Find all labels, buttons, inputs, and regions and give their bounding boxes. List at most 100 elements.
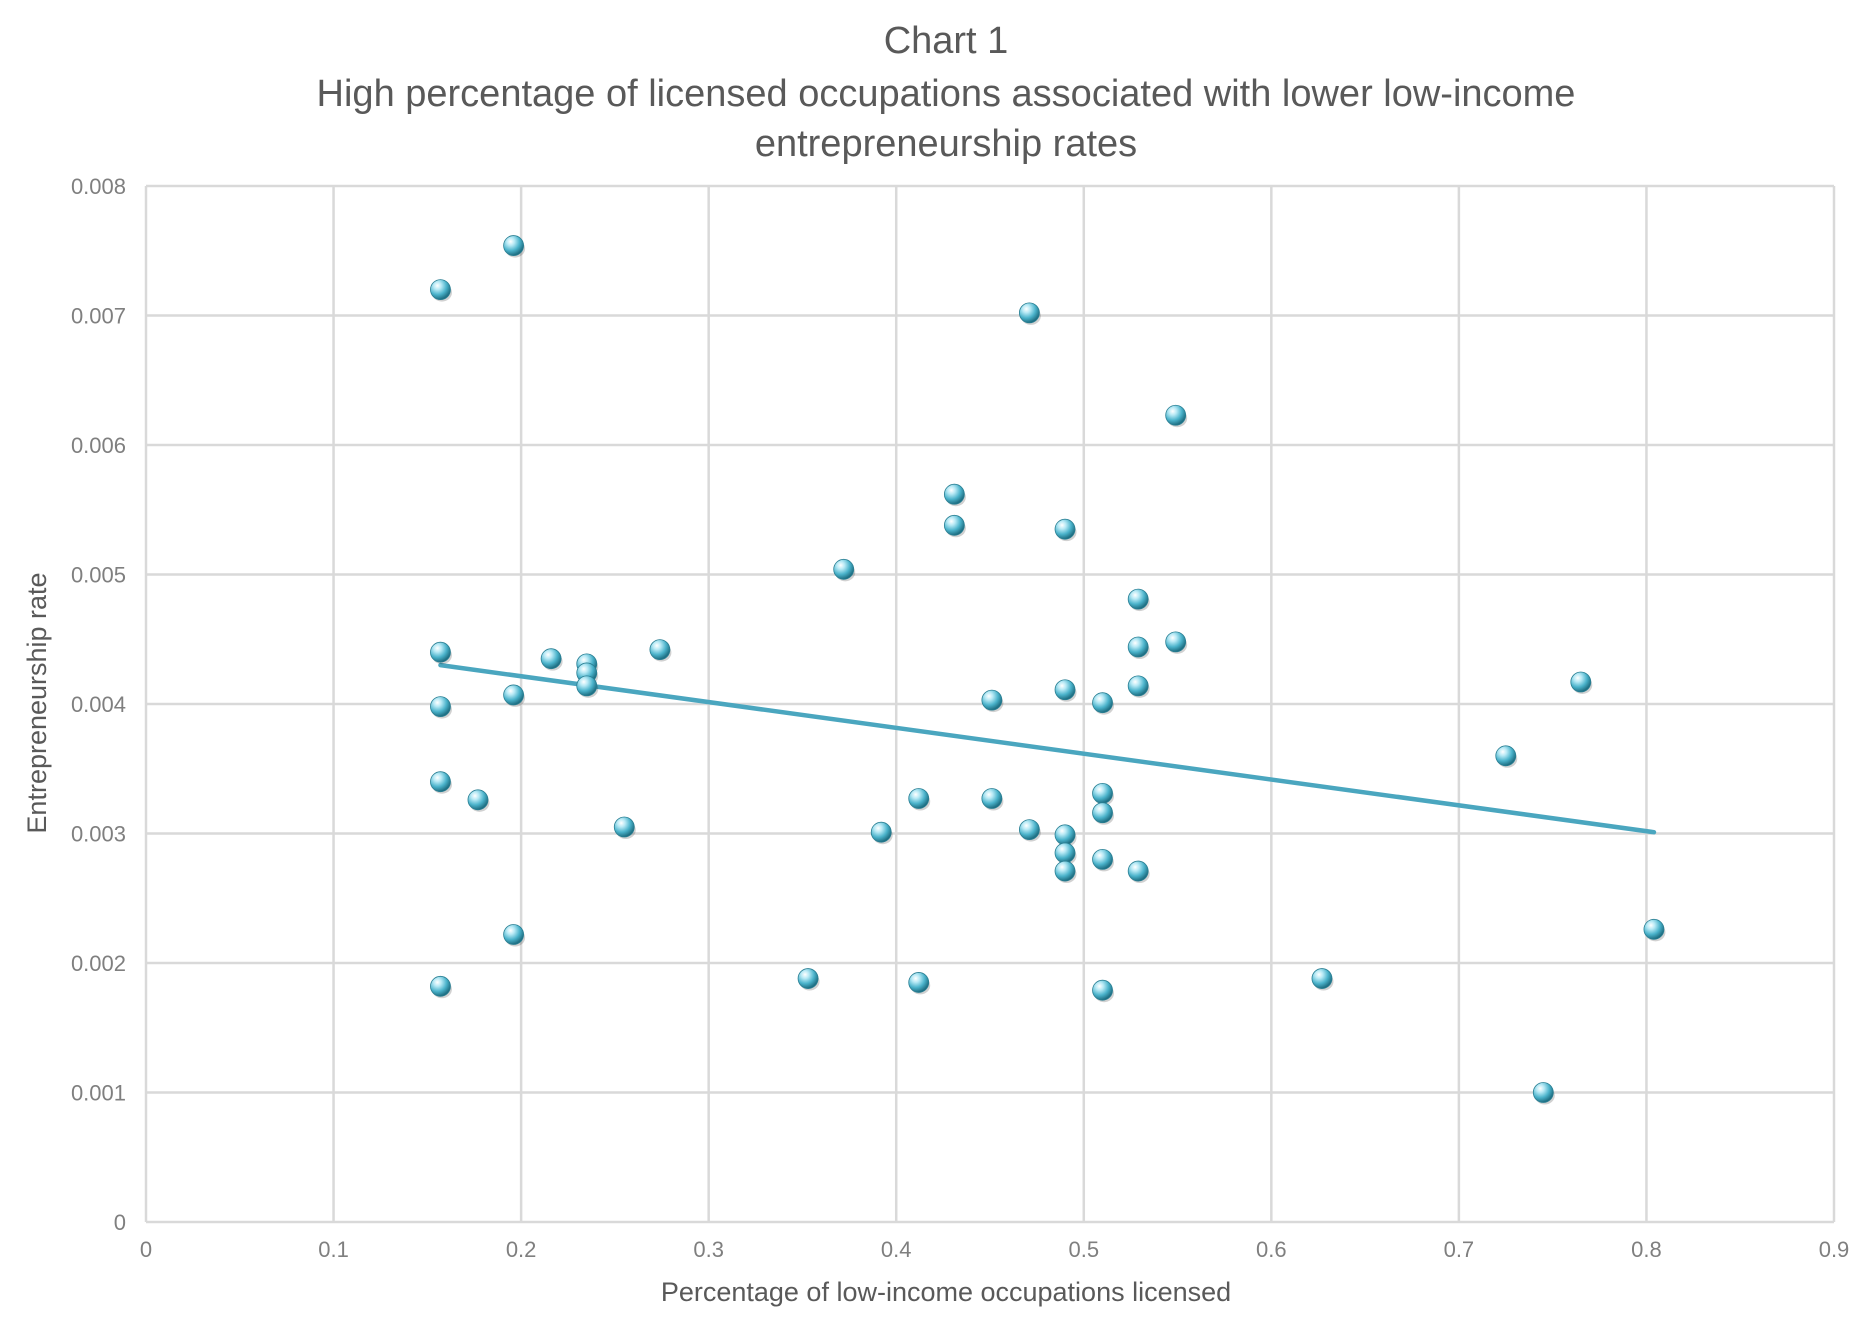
data-point bbox=[1092, 782, 1115, 806]
x-tick-label: 0.7 bbox=[1444, 1237, 1475, 1262]
data-point bbox=[1054, 824, 1077, 847]
data-point bbox=[1018, 819, 1041, 842]
data-point bbox=[870, 821, 893, 845]
data-point bbox=[833, 558, 856, 582]
data-point-marker bbox=[1018, 302, 1040, 324]
data-point-marker bbox=[613, 816, 635, 838]
y-axis-title: Entrepreneurship rate bbox=[22, 572, 52, 833]
data-point-marker bbox=[797, 968, 819, 989]
y-tick-label: 0.005 bbox=[71, 563, 126, 588]
data-point-marker bbox=[467, 789, 489, 811]
data-point bbox=[1127, 636, 1150, 660]
data-point-marker bbox=[430, 641, 451, 663]
x-tick-label: 0.9 bbox=[1819, 1237, 1850, 1262]
data-point bbox=[1054, 518, 1077, 542]
data-point-marker bbox=[981, 689, 1003, 711]
data-point-marker bbox=[1092, 692, 1113, 714]
data-point-marker bbox=[540, 648, 562, 670]
data-point bbox=[613, 816, 636, 840]
data-point-marker bbox=[908, 972, 930, 993]
data-point-marker bbox=[833, 558, 855, 580]
data-point-marker bbox=[430, 975, 451, 997]
data-point-marker bbox=[1127, 636, 1149, 658]
trendline-layer bbox=[438, 662, 1657, 835]
y-tick-label: 0.001 bbox=[71, 1081, 126, 1106]
data-point bbox=[908, 972, 931, 995]
data-point-marker bbox=[1054, 860, 1076, 882]
data-point-marker bbox=[1643, 918, 1665, 940]
data-point bbox=[430, 771, 452, 794]
data-point-marker bbox=[1092, 802, 1113, 824]
x-tick-label: 0.8 bbox=[1631, 1237, 1662, 1262]
data-point-marker bbox=[1127, 860, 1149, 882]
y-tick-label: 0 bbox=[114, 1210, 126, 1235]
x-tick-label: 0.1 bbox=[318, 1237, 349, 1262]
data-point bbox=[503, 684, 526, 707]
data-point bbox=[503, 924, 526, 947]
data-point-marker bbox=[1054, 824, 1076, 846]
data-point bbox=[430, 279, 452, 302]
data-point-marker bbox=[503, 235, 525, 256]
data-point bbox=[467, 789, 490, 812]
data-point bbox=[430, 641, 452, 665]
data-point-marker bbox=[1054, 518, 1076, 540]
data-point bbox=[430, 975, 452, 999]
data-point bbox=[981, 788, 1004, 811]
data-point bbox=[1311, 968, 1334, 991]
data-point-marker bbox=[1165, 631, 1187, 653]
x-tick-label: 0 bbox=[140, 1237, 152, 1262]
data-point bbox=[1092, 849, 1115, 872]
data-point bbox=[1165, 631, 1188, 654]
data-point bbox=[797, 968, 820, 991]
data-point bbox=[1127, 675, 1150, 698]
data-point-marker bbox=[981, 788, 1003, 809]
data-point bbox=[1165, 404, 1188, 428]
data-point bbox=[430, 696, 452, 719]
data-point-marker bbox=[1311, 968, 1333, 989]
gridlines bbox=[144, 184, 1836, 1224]
data-point-marker bbox=[1054, 842, 1076, 864]
data-point bbox=[503, 235, 526, 258]
data-point bbox=[1054, 860, 1077, 884]
data-point-marker bbox=[1092, 979, 1113, 1001]
data-point bbox=[540, 648, 563, 671]
data-point-marker bbox=[943, 483, 965, 505]
data-point-marker bbox=[1165, 404, 1187, 426]
x-axis-ticks: 0 0.1 0.2 0.3 0.4 0.5 0.6 0.7 0.8 0.9 bbox=[140, 1237, 1849, 1262]
data-point bbox=[1127, 860, 1150, 884]
y-tick-label: 0.008 bbox=[71, 174, 126, 199]
data-point-marker bbox=[908, 788, 930, 809]
y-tick-label: 0.003 bbox=[71, 822, 126, 847]
data-point-marker bbox=[1570, 671, 1592, 693]
data-point bbox=[1532, 1082, 1555, 1105]
data-points bbox=[430, 235, 1666, 1105]
data-point-marker bbox=[1092, 849, 1113, 870]
chart-title: Chart 1 bbox=[884, 20, 1009, 62]
data-point-marker bbox=[576, 675, 598, 697]
chart-subtitle-line-1: High percentage of licensed occupations … bbox=[317, 73, 1576, 115]
y-tick-label: 0.002 bbox=[71, 951, 126, 976]
data-point-marker bbox=[1018, 819, 1040, 841]
data-point bbox=[1054, 842, 1077, 865]
data-point-marker bbox=[1495, 745, 1517, 767]
x-tick-label: 0.4 bbox=[881, 1237, 912, 1262]
y-tick-label: 0.006 bbox=[71, 433, 126, 458]
x-tick-label: 0.5 bbox=[1068, 1237, 1099, 1262]
data-point-marker bbox=[430, 279, 451, 301]
data-point-marker bbox=[503, 924, 525, 945]
data-point bbox=[943, 514, 966, 538]
data-point-marker bbox=[430, 771, 451, 793]
data-point bbox=[1495, 745, 1518, 768]
data-point bbox=[1092, 979, 1115, 1003]
data-point-marker bbox=[1054, 679, 1076, 701]
data-point-marker bbox=[1092, 782, 1113, 804]
data-point-marker bbox=[1127, 588, 1149, 610]
data-point bbox=[1092, 802, 1115, 825]
data-point bbox=[1570, 671, 1593, 694]
data-point bbox=[943, 483, 966, 507]
data-point-marker bbox=[503, 684, 525, 706]
data-point-marker bbox=[649, 639, 671, 661]
data-point bbox=[576, 675, 599, 698]
